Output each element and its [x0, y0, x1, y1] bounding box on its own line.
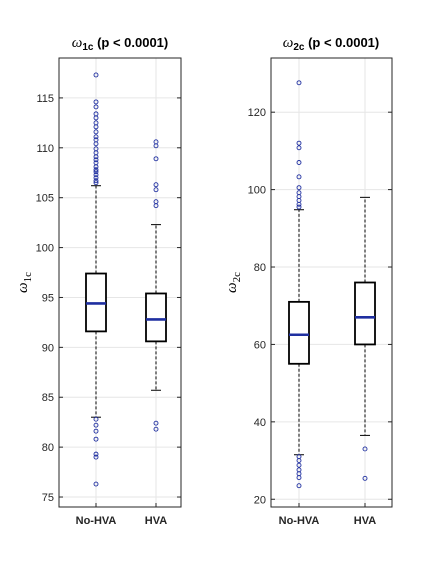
outlier-point: [296, 185, 302, 191]
outlier-point: [93, 167, 99, 173]
y-tick-label: 80: [42, 442, 54, 454]
x-category-label: HVA: [354, 515, 376, 527]
title-rest: (p < 0.0001): [93, 35, 168, 50]
outlier-point: [296, 160, 302, 165]
y-tick-label: 90: [42, 342, 54, 354]
outlier-point: [296, 140, 302, 146]
outlier-point: [93, 172, 99, 178]
outlier-point: [153, 156, 159, 162]
outlier-point: [296, 475, 302, 481]
outlier-point: [93, 178, 99, 184]
outlier-point: [93, 104, 99, 110]
iqr-box: [145, 292, 167, 343]
outlier-point: [93, 134, 99, 140]
y-tick-label: 95: [42, 292, 54, 304]
outlier-point: [296, 174, 302, 180]
outlier-point: [153, 187, 159, 193]
outlier-point: [93, 416, 99, 422]
outlier-point: [93, 481, 99, 487]
y-tick-label: 80: [254, 262, 266, 274]
x-category-label: No-HVA: [76, 515, 117, 527]
outlier-point: [93, 175, 99, 181]
outlier-point: [93, 454, 99, 460]
x-category-label: HVA: [145, 515, 167, 527]
y-tick-label: 105: [36, 193, 54, 205]
title-rest: (p < 0.0001): [304, 35, 379, 50]
box-no-hva: [85, 72, 107, 487]
y-tick-label: 85: [42, 392, 54, 404]
iqr-box: [354, 281, 376, 346]
y-tick-label: 115: [36, 93, 54, 105]
outlier-point: [296, 201, 302, 207]
outlier-point: [93, 115, 99, 121]
chart-title: ω1c (p < 0.0001): [72, 35, 169, 53]
title-symbol: ω: [72, 35, 83, 51]
outlier-point: [296, 145, 302, 151]
outlier-point: [296, 462, 302, 468]
plot-frame: [270, 57, 393, 508]
y-axis-label: ω2c: [224, 272, 243, 293]
outlier-point: [296, 458, 302, 464]
box-hva: [145, 139, 167, 432]
iqr-box: [288, 300, 310, 365]
outlier-point: [362, 475, 368, 481]
y-tick-label: 120: [248, 107, 266, 119]
outlier-point: [93, 99, 99, 105]
y-tick-label: 110: [36, 143, 54, 155]
outlier-point: [93, 164, 99, 170]
y-label-symbol: ω: [224, 282, 240, 293]
y-label-symbol: ω: [15, 282, 31, 293]
y-label-subscript: 1c: [22, 272, 34, 283]
outlier-point: [93, 422, 99, 428]
outlier-point: [93, 180, 99, 186]
outlier-point: [93, 124, 99, 130]
outlier-point: [153, 203, 159, 209]
plot-frame: [58, 57, 182, 508]
outlier-point: [296, 204, 302, 210]
y-axis-label: ω1c: [15, 272, 34, 293]
title-symbol: ω: [283, 35, 294, 51]
outlier-point: [153, 420, 159, 426]
outlier-point: [93, 154, 99, 160]
outlier-point: [93, 141, 99, 147]
y-label-subscript: 2c: [231, 272, 243, 283]
title-subscript: 1c: [82, 42, 94, 53]
outlier-point: [93, 451, 99, 457]
y-tick-label: 20: [254, 494, 266, 506]
outlier-point: [93, 428, 99, 434]
outlier-point: [93, 129, 99, 135]
outlier-point: [93, 436, 99, 442]
outlier-point: [296, 483, 302, 489]
outlier-point: [296, 80, 302, 86]
outlier-point: [362, 446, 368, 452]
y-tick-label: 75: [42, 492, 54, 504]
outlier-point: [153, 143, 159, 149]
outlier-point: [93, 72, 99, 78]
outlier-point: [93, 157, 99, 163]
y-tick-label: 100: [248, 185, 266, 197]
y-tick-label: 100: [36, 243, 54, 255]
box-no-hva: [288, 80, 310, 489]
outlier-point: [93, 169, 99, 175]
title-subscript: 2c: [293, 42, 305, 53]
y-tick-label: 60: [254, 339, 266, 351]
y-tick-label: 40: [254, 417, 266, 429]
x-category-label: No-HVA: [279, 515, 320, 527]
chart-title: ω2c (p < 0.0001): [283, 35, 380, 53]
outlier-point: [153, 426, 159, 432]
box-hva: [354, 196, 376, 481]
outlier-point: [153, 182, 159, 188]
